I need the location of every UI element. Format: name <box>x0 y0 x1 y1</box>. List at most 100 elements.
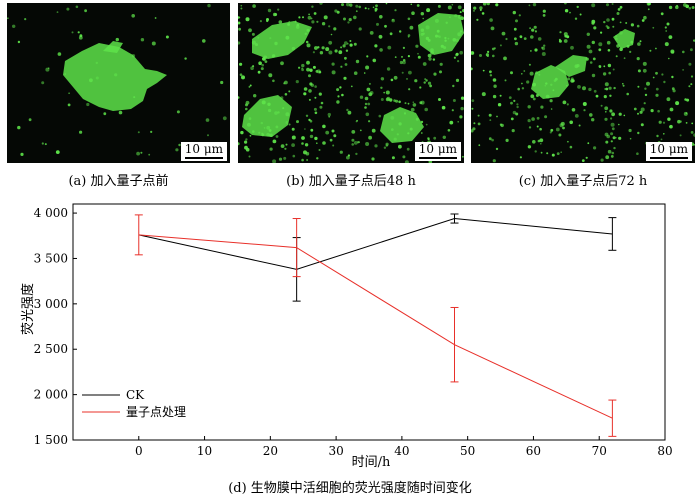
live-cell-dot <box>17 125 21 130</box>
live-cell-dot <box>471 67 473 71</box>
live-cell-dot <box>368 82 371 85</box>
live-cell-dot <box>646 81 650 86</box>
live-cell-dot <box>336 100 340 104</box>
live-cell-dot <box>399 60 403 65</box>
live-cell-dot <box>492 94 497 99</box>
live-cell-dot <box>676 4 679 7</box>
live-cell-dot <box>656 134 659 138</box>
live-cell-dot <box>351 138 355 142</box>
cell-cluster <box>555 55 587 77</box>
live-cell-dot <box>398 144 402 149</box>
live-cell-dot <box>610 117 613 120</box>
live-cell-dot <box>541 46 546 51</box>
live-cell-dot <box>626 92 629 96</box>
live-cell-dot <box>608 71 611 75</box>
live-cell-dot <box>288 90 291 93</box>
live-cell-dot <box>633 107 637 111</box>
live-cell-dot <box>612 136 616 140</box>
scale-bar-b: 10 μm <box>414 142 461 161</box>
live-cell-dot <box>649 49 652 52</box>
live-cell-dot <box>368 120 371 123</box>
live-cell-dot <box>406 147 410 151</box>
micrograph-a: 10 μm <box>7 3 230 163</box>
live-cell-dot <box>376 22 379 26</box>
live-cell-dot <box>611 127 615 131</box>
live-cell-dot <box>589 61 593 64</box>
live-cell-dot <box>532 97 536 101</box>
live-cell-dot <box>508 96 512 99</box>
live-cell-dot <box>652 76 655 79</box>
live-cell-dot <box>617 8 621 11</box>
live-cell-dot <box>560 151 562 153</box>
live-cell-dot <box>521 82 523 85</box>
live-cell-dot <box>589 113 593 117</box>
live-cell-dot <box>629 50 632 54</box>
live-cell-dot <box>583 109 586 112</box>
live-cell-dot <box>325 47 330 52</box>
live-cell-dot <box>257 70 261 74</box>
live-cell-dot <box>308 74 311 78</box>
live-cell-dot <box>452 99 456 102</box>
live-cell-dot <box>331 129 335 133</box>
live-cell-dot <box>275 135 279 138</box>
live-cell-dot <box>481 92 486 97</box>
live-cell-dot <box>339 150 343 154</box>
live-cell-dot <box>407 55 410 58</box>
live-cell-dot <box>562 126 565 130</box>
live-cell-dot <box>455 52 459 56</box>
live-cell-dot <box>77 31 80 34</box>
live-cell-dot <box>306 67 310 72</box>
live-cell-dot <box>439 62 443 66</box>
live-cell-dot <box>323 15 328 20</box>
live-cell-dot <box>549 131 552 134</box>
live-cell-dot <box>669 107 674 112</box>
live-cell-dot <box>331 70 336 75</box>
live-cell-dot <box>487 50 490 54</box>
live-cell-dot <box>688 85 691 88</box>
live-cell-dot <box>513 99 516 102</box>
x-tick-label: 10 <box>197 444 212 458</box>
live-cell-dot <box>611 112 615 117</box>
live-cell-dot <box>664 42 669 47</box>
live-cell-dot <box>55 150 60 155</box>
live-cell-dot <box>679 134 682 137</box>
live-cell-dot <box>330 33 333 36</box>
live-cell-dot <box>380 98 384 101</box>
live-cell-dot <box>663 80 666 84</box>
live-cell-dot <box>477 114 480 117</box>
live-cell-dot <box>321 22 326 26</box>
live-cell-dot <box>420 100 425 105</box>
live-cell-dot <box>306 159 308 161</box>
live-cell-dot <box>249 134 252 137</box>
live-cell-dot <box>558 133 562 137</box>
live-cell-dot <box>420 12 424 16</box>
x-tick-label: 80 <box>657 444 672 458</box>
live-cell-dot <box>531 28 535 32</box>
micrograph-c: 10 μm <box>471 3 695 163</box>
live-cell-dot <box>539 138 544 143</box>
live-cell-dot <box>260 67 264 71</box>
cell-cluster <box>242 95 292 137</box>
y-tick-label: 3 500 <box>34 251 68 265</box>
live-cell-dot <box>238 21 241 25</box>
live-cell-dot <box>372 58 377 63</box>
live-cell-dot <box>610 155 614 158</box>
live-cell-dot <box>567 140 569 143</box>
live-cell-dot <box>336 88 340 92</box>
live-cell-dot <box>347 21 350 24</box>
live-cell-dot <box>534 150 537 153</box>
live-cell-dot <box>514 37 517 41</box>
live-cell-dot <box>363 72 366 74</box>
live-cell-dot <box>655 87 659 91</box>
live-cell-dot <box>175 148 179 152</box>
live-cell-dot <box>103 112 107 116</box>
live-cell-dot <box>301 136 305 140</box>
live-cell-dot <box>341 93 344 97</box>
live-cell-dot <box>372 6 375 9</box>
live-cell-dot <box>489 70 492 74</box>
live-cell-dot <box>690 75 694 78</box>
live-cell-dot <box>528 126 532 129</box>
live-cell-dot <box>351 130 356 134</box>
live-cell-dot <box>268 73 273 78</box>
live-cell-dot <box>239 73 243 76</box>
